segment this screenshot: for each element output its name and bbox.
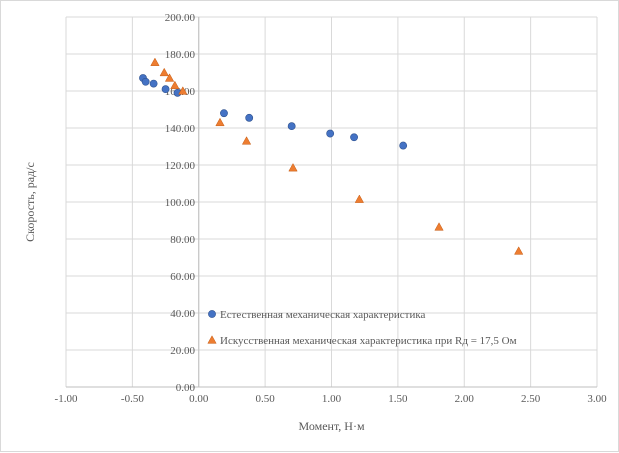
data-point-circle: [245, 113, 254, 122]
x-tick-label: 2.00: [455, 393, 475, 405]
data-point-circle: [326, 129, 335, 138]
data-point-circle: [399, 141, 408, 150]
y-tick-label: 200.00: [165, 12, 196, 24]
data-point-circle: [141, 77, 150, 86]
x-tick-label: 0.50: [256, 393, 276, 405]
series-1: [139, 74, 408, 150]
x-tick-label: 1.00: [322, 393, 342, 405]
y-tick-label: 20.00: [170, 345, 195, 357]
y-tick-label: 140.00: [165, 123, 196, 135]
data-point-triangle: [434, 222, 444, 231]
data-point-circle: [287, 122, 296, 131]
data-point-triangle: [215, 117, 225, 127]
x-tick-label: 0.00: [189, 393, 209, 405]
x-tick-label: 2.50: [521, 393, 541, 405]
y-tick-label: 180.00: [165, 49, 196, 61]
x-tick-label: 1.50: [388, 393, 408, 405]
y-tick-label: 40.00: [170, 308, 195, 320]
x-tick-label: -1.00: [55, 393, 78, 405]
legend-label-2: Искусственная механическая характеристик…: [220, 335, 517, 347]
data-point-triangle: [170, 80, 180, 90]
data-point-triangle: [354, 194, 365, 203]
y-tick-label: 120.00: [165, 160, 196, 172]
legend: Естественная механическая характеристика…: [207, 309, 517, 347]
legend-marker-1: [208, 310, 216, 318]
legend-marker-2: [207, 335, 217, 344]
data-point-triangle: [178, 86, 188, 95]
y-axis-title: Скорость, рад/с: [23, 162, 37, 242]
data-point-circle: [149, 79, 158, 88]
x-axis-title: Момент, Н·м: [298, 419, 364, 433]
x-tick-label: -0.50: [121, 393, 144, 405]
series-2: [150, 57, 524, 255]
gridlines: [65, 16, 598, 388]
data-point-triangle: [241, 136, 252, 145]
y-tick-label: 0.00: [176, 382, 196, 394]
y-tick-label: 100.00: [165, 197, 196, 209]
data-marks: [139, 57, 524, 255]
data-point-triangle: [164, 73, 175, 82]
data-point-circle: [350, 133, 358, 142]
axes: [66, 17, 597, 388]
y-tick-label: 80.00: [170, 234, 195, 246]
data-point-triangle: [514, 246, 524, 255]
data-point-triangle: [288, 163, 298, 172]
x-tick-label: 3.00: [587, 393, 607, 405]
data-point-circle: [161, 85, 170, 94]
y-tick-label: 60.00: [170, 271, 195, 283]
data-point-triangle: [150, 57, 160, 66]
data-point-circle: [220, 109, 228, 118]
tick-labels: 0.00 20.00 40.00 60.00 80.00 100.00 120.00 140.…: [55, 12, 608, 405]
data-point-triangle: [159, 67, 169, 77]
legend-label-1: Естественная механическая характеристика: [220, 309, 426, 321]
